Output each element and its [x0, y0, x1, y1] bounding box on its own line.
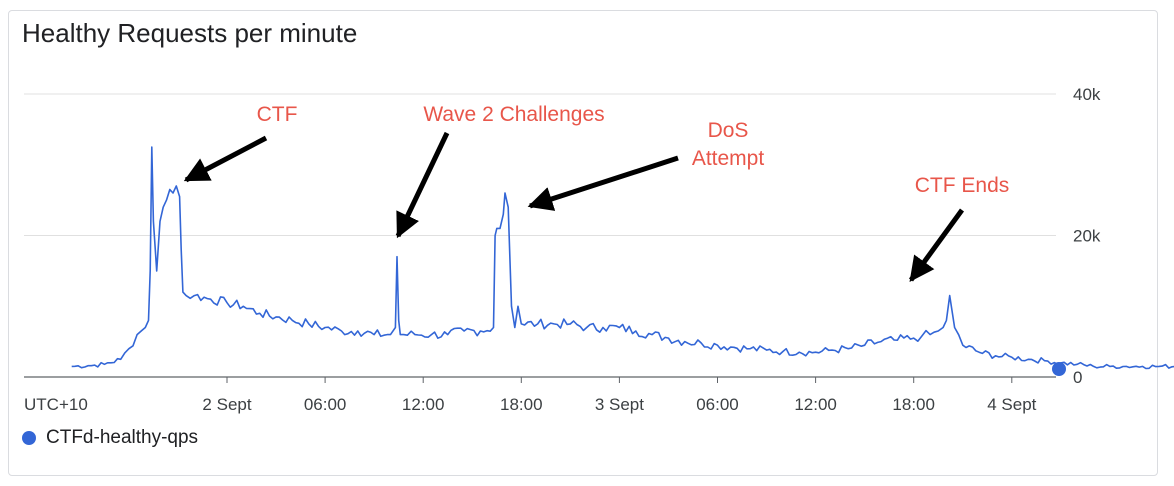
y-tick-label-0: 0 [1073, 368, 1082, 387]
chart-title: Healthy Requests per minute [22, 18, 358, 48]
x-tick-label-1: 06:00 [304, 395, 347, 414]
x-tick-label-6: 12:00 [794, 395, 837, 414]
x-tick-label-2: 12:00 [402, 395, 445, 414]
x-tick-label-3: 18:00 [500, 395, 543, 414]
y-tick-label-1: 20k [1073, 227, 1101, 246]
annotation-label-3: CTF Ends [915, 174, 1010, 197]
x-tick-label-8: 4 Sept [987, 395, 1036, 414]
x-tick-label-4: 3 Sept [595, 395, 644, 414]
annotation-arrow-1 [395, 131, 450, 239]
annotation-arrow-0 [183, 135, 268, 183]
legend-series-dot [22, 431, 36, 445]
chart-card [8, 10, 1158, 476]
legend-series-label: CTFd-healthy-qps [46, 427, 199, 448]
annotation-arrow-2 [527, 155, 679, 211]
annotation-label-0: CTF [257, 103, 298, 126]
x-tick-label-5: 06:00 [696, 395, 739, 414]
x-tick-label-7: 18:00 [892, 395, 935, 414]
annotation-label-1: Wave 2 Challenges [423, 103, 604, 126]
annotation-arrow-3 [908, 208, 965, 283]
series-end-point [1052, 362, 1066, 376]
y-tick-label-2: 40k [1073, 85, 1101, 104]
annotation-label-2: DoS Attempt [692, 119, 765, 170]
x-tick-label-0: 2 Sept [202, 395, 251, 414]
timezone-label: UTC+10 [24, 395, 88, 414]
series-line-ctfd-healthy-qps [71, 146, 1174, 370]
legend[interactable]: CTFd-healthy-qps [22, 427, 198, 449]
